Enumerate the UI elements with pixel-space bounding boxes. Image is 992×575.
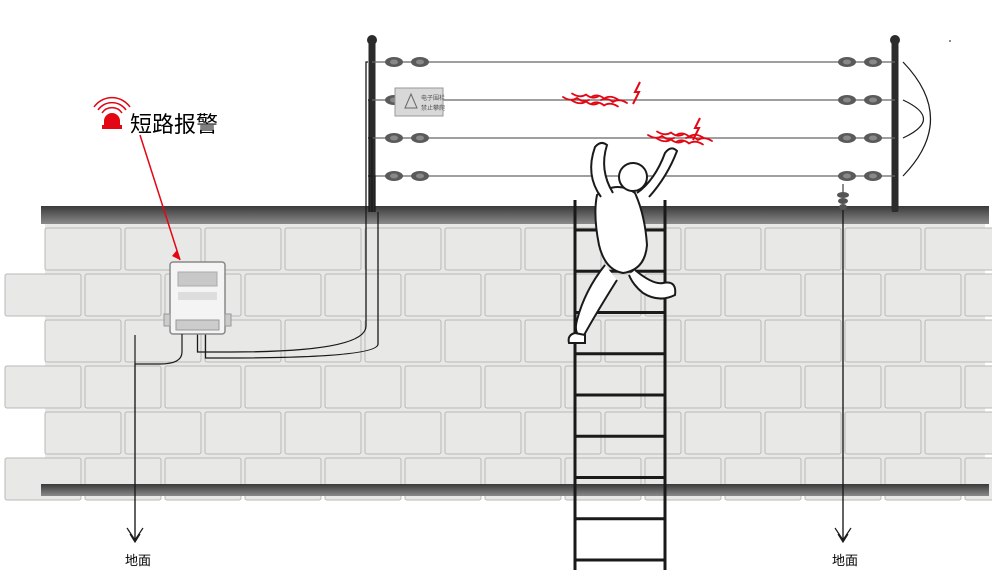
electric-fence-diagram: 电子围栏禁止攀爬 <box>0 0 992 575</box>
ground-label-right: 地面 <box>832 550 858 569</box>
alarm-label: 短路报警 <box>130 107 218 139</box>
svg-text:禁止攀爬: 禁止攀爬 <box>421 104 445 112</box>
ground-label-left: 地面 <box>125 550 151 569</box>
svg-text:电子围栏: 电子围栏 <box>421 94 445 102</box>
